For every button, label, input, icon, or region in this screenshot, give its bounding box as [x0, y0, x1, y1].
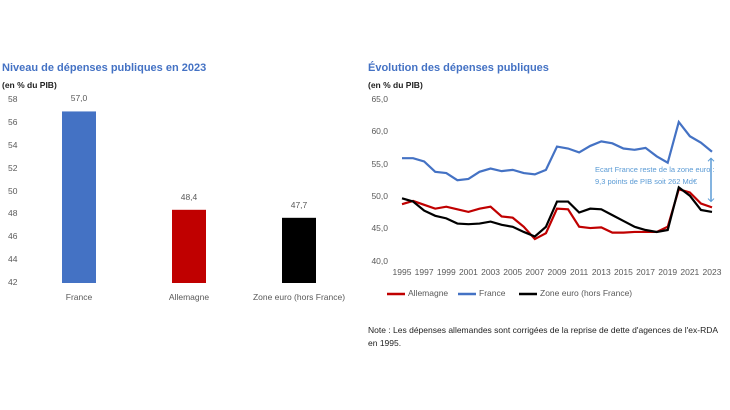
- line-chart-title: Évolution des dépenses publiques: [368, 62, 549, 74]
- gap-annotation-line2: 9,3 points de PIB soit 262 Md€: [595, 177, 698, 186]
- bar-y-tick: 58: [8, 94, 18, 104]
- line-y-tick: 45,0: [371, 223, 388, 234]
- line-x-tick: 2017: [636, 267, 656, 277]
- footnote: Note : Les dépenses allemandes sont corr…: [368, 325, 718, 348]
- bar-y-tick: 48: [8, 208, 18, 219]
- legend-label: France: [479, 288, 506, 298]
- line-x-tick: 2015: [613, 267, 633, 277]
- bar-y-tick: 56: [8, 116, 18, 127]
- line-series-allemagne: [401, 187, 713, 241]
- line-series-zone-euro-hors-france-: [401, 185, 713, 238]
- bar-0: [62, 111, 96, 283]
- bar-chart-subtitle: (en % du PIB): [2, 80, 57, 90]
- line-x-tick: 2021: [680, 267, 700, 277]
- bar-y-tick: 52: [8, 162, 18, 173]
- bar-value-label: 48,4: [180, 191, 198, 202]
- bar-category-label: Allemagne: [168, 292, 210, 302]
- legend-label: Allemagne: [408, 288, 449, 298]
- gap-annotation-line1: Ecart France reste de la zone euro :: [595, 165, 715, 174]
- line-series-france: [402, 119, 713, 182]
- bar-2: [282, 217, 316, 283]
- line-x-tick: 2023: [702, 267, 722, 277]
- line-chart-subtitle: (en % du PIB): [368, 80, 423, 90]
- line-y-tick: 50,0: [371, 191, 388, 202]
- line-x-tick: 2019: [658, 267, 678, 277]
- line-x-tick: 1999: [436, 267, 456, 277]
- bar-y-tick: 50: [8, 185, 18, 196]
- line-x-tick: 2001: [458, 267, 478, 277]
- line-x-tick: 2013: [591, 267, 611, 277]
- gap-arrow-heads: [707, 157, 715, 203]
- line-x-tick: 2007: [525, 267, 545, 277]
- line-y-tick: 60,0: [371, 126, 388, 137]
- bar-chart-title: Niveau de dépenses publiques en 2023: [2, 62, 207, 74]
- bar-y-tick: 42: [8, 277, 18, 287]
- bar-value-label: 47,7: [290, 199, 308, 210]
- legend-label: Zone euro (hors France): [540, 288, 633, 298]
- bar-value-label: 57,0: [70, 93, 88, 104]
- line-y-tick: 65,0: [371, 94, 388, 104]
- line-x-tick: 2003: [481, 267, 501, 277]
- line-y-tick: 40,0: [371, 255, 388, 266]
- line-x-tick: 1997: [414, 267, 434, 277]
- bar-category-label: France: [65, 292, 93, 302]
- line-x-tick: 2009: [547, 267, 567, 277]
- bar-1: [172, 209, 206, 283]
- line-y-tick: 55,0: [371, 158, 388, 169]
- bar-y-tick: 44: [8, 254, 18, 265]
- line-x-tick: 1995: [392, 267, 412, 277]
- line-x-tick: 2011: [570, 267, 589, 277]
- bar-category-label: Zone euro (hors France): [252, 292, 346, 302]
- bar-y-tick: 54: [8, 139, 18, 150]
- bar-y-tick: 46: [8, 231, 18, 242]
- gap-annotation: Ecart France reste de la zone euro : 9,3…: [595, 164, 715, 188]
- line-x-tick: 2005: [503, 267, 523, 277]
